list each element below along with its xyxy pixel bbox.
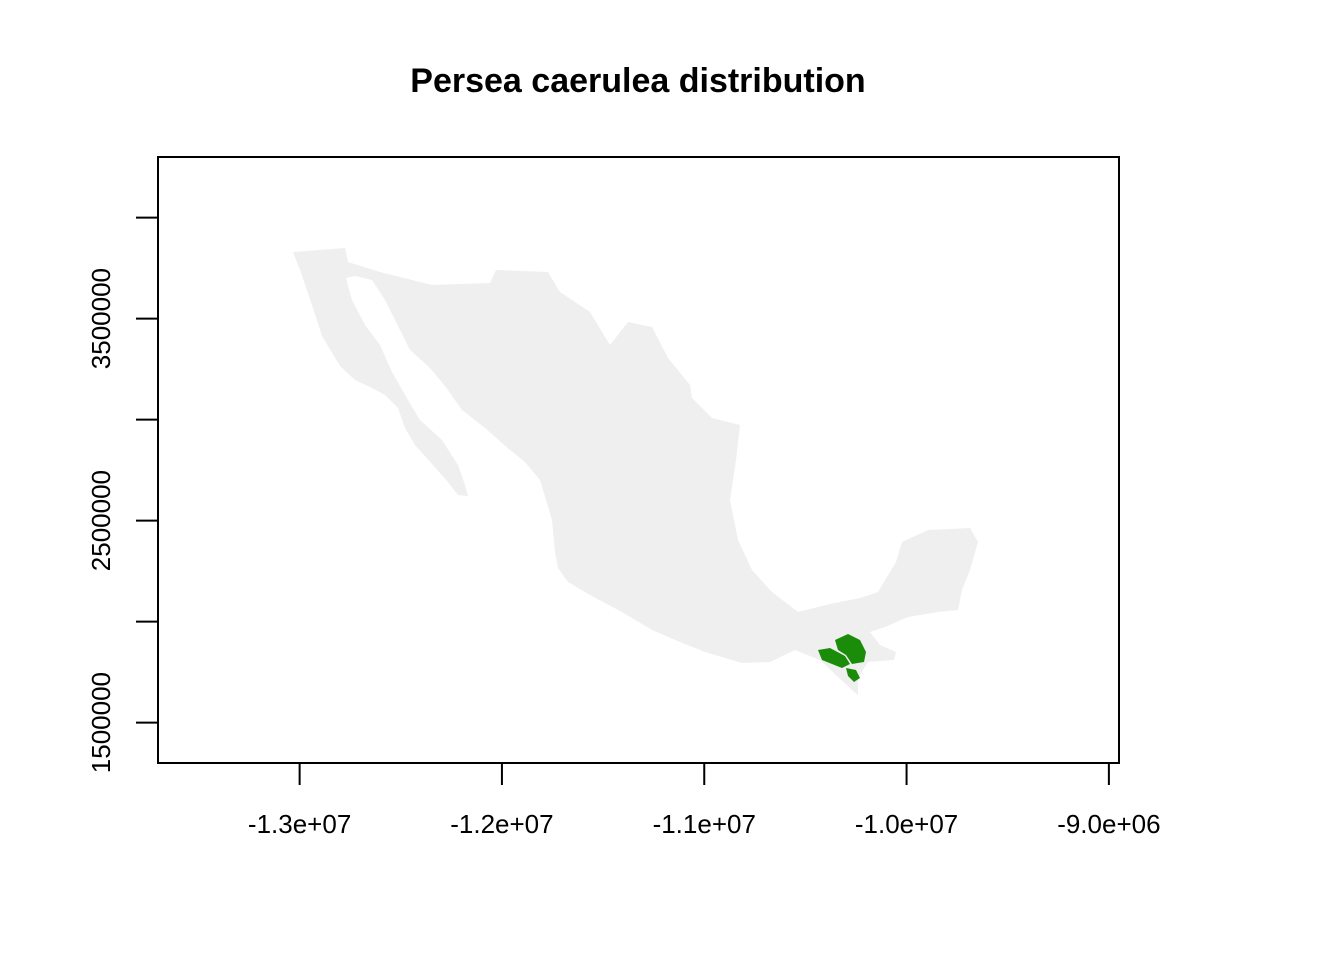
x-tick-label: -1.2e+07 — [450, 809, 553, 839]
y-axis: 1500000 2500000 3500000 — [86, 214, 159, 773]
y-tick-label: 1500000 — [86, 672, 116, 773]
x-axis: -1.3e+07 -1.2e+07 -1.1e+07 -1.0e+07 -9.0e+06 — [248, 762, 1161, 839]
x-tick-label: -1.1e+07 — [653, 809, 756, 839]
x-tick-label: -1.0e+07 — [855, 809, 958, 839]
x-tick-label: -9.0e+06 — [1057, 809, 1160, 839]
y-tick-label: 3500000 — [86, 268, 116, 369]
x-tick-label: -1.3e+07 — [248, 809, 351, 839]
species-range — [818, 634, 866, 682]
plot-title: Persea caerulea distribution — [410, 62, 865, 100]
mexico-landmass — [293, 248, 978, 695]
map-panel — [293, 248, 978, 695]
y-tick-label: 2500000 — [86, 470, 116, 571]
